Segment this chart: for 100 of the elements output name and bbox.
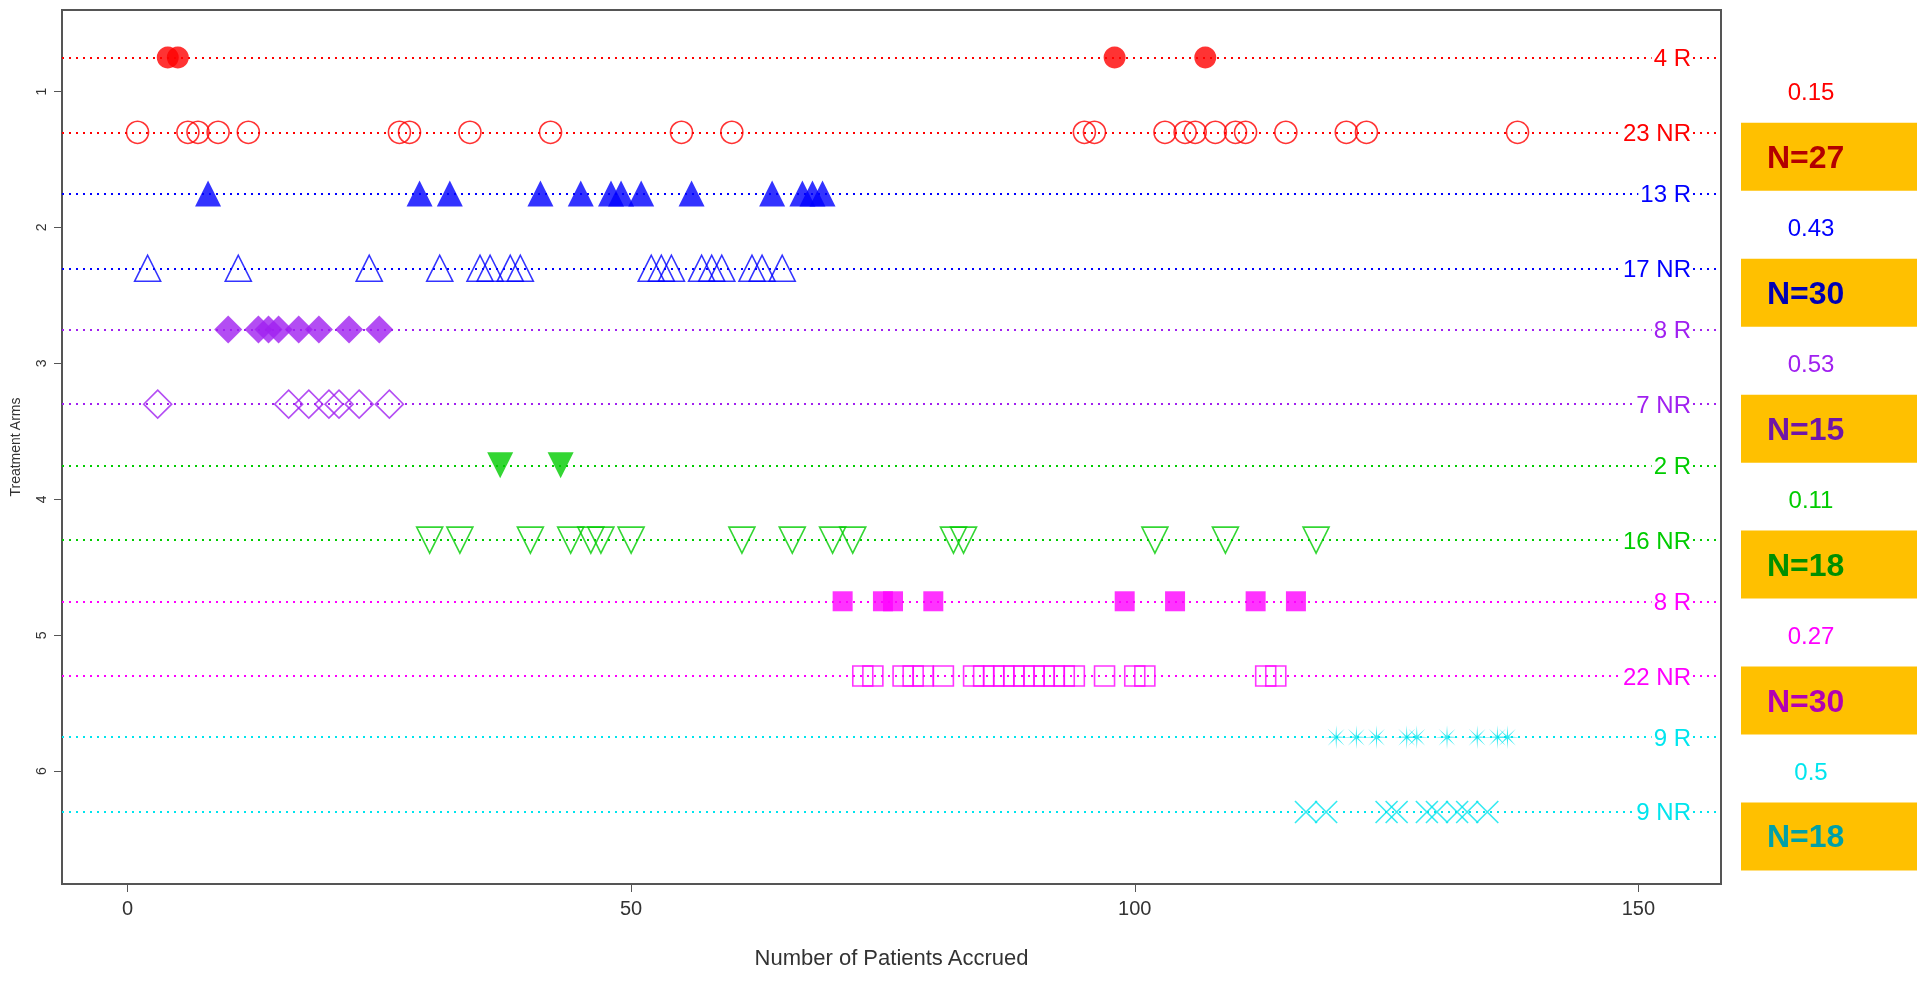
point: [902, 665, 924, 687]
text: 0.15: [1787, 78, 1835, 106]
point: [932, 665, 955, 687]
text: 0.5: [1794, 757, 1828, 785]
x-tick-label: 150: [1621, 897, 1656, 919]
point: [214, 315, 243, 344]
point: [273, 389, 304, 419]
point: [516, 526, 545, 554]
point: [1354, 120, 1379, 145]
point: [293, 389, 324, 419]
text: 4 R: [1653, 44, 1691, 72]
point: [1134, 665, 1156, 687]
point: [809, 180, 836, 207]
text: N=30: [1767, 682, 1845, 719]
point: [1294, 800, 1318, 824]
text: 0.27: [1787, 621, 1835, 649]
y-axis-title: Treatment Arms: [7, 397, 23, 497]
point: [949, 526, 978, 554]
point: [195, 180, 222, 207]
point: [365, 315, 394, 344]
text: 22 NR: [1622, 662, 1691, 690]
point: [678, 180, 705, 207]
point: [125, 120, 150, 145]
text: N=18: [1767, 546, 1845, 583]
point: [425, 254, 454, 283]
point: [304, 315, 333, 344]
point: [1374, 800, 1399, 824]
point: [628, 180, 655, 207]
point: [1072, 120, 1097, 145]
text: N=15: [1767, 410, 1845, 447]
point: [697, 254, 726, 283]
point: [883, 591, 904, 612]
point: [1043, 665, 1065, 687]
point: [748, 254, 776, 283]
point: [1254, 665, 1277, 687]
point: [687, 254, 716, 283]
point: [1141, 526, 1169, 554]
x-tick-label: 0: [121, 897, 134, 919]
y-tick-label: 3: [33, 359, 49, 368]
point: [506, 254, 535, 283]
text: 0.43: [1787, 213, 1835, 241]
point: [1203, 120, 1228, 145]
point: [768, 254, 797, 283]
point: [206, 120, 230, 145]
point: [496, 254, 525, 283]
point: [738, 254, 766, 283]
text: 0.53: [1787, 349, 1835, 377]
point: [707, 254, 736, 283]
point: [1063, 665, 1086, 687]
point: [1285, 591, 1306, 612]
point: [314, 389, 344, 419]
point: [1173, 120, 1197, 145]
point: [1384, 800, 1409, 824]
point: [1302, 526, 1330, 554]
text: 0.11: [1788, 485, 1834, 513]
point: [1505, 120, 1530, 145]
point: [476, 254, 504, 283]
point: [446, 526, 474, 554]
point: [851, 665, 874, 687]
text: N=27: [1767, 138, 1845, 175]
point: [1153, 120, 1177, 145]
point: [1082, 120, 1107, 145]
x-tick-label: 100: [1118, 897, 1152, 919]
point: [176, 120, 200, 145]
point: [1334, 120, 1359, 145]
point: [387, 120, 412, 145]
point: [567, 180, 594, 207]
point: [1425, 800, 1449, 824]
point: [436, 180, 463, 207]
point: [577, 526, 605, 554]
point: [344, 389, 374, 419]
point: [133, 254, 162, 283]
text: 2 R: [1653, 451, 1691, 479]
text: N=30: [1767, 274, 1845, 311]
point: [142, 389, 173, 419]
point: [1103, 46, 1126, 69]
point: [1245, 591, 1266, 612]
point: [1445, 800, 1469, 824]
point: [1183, 120, 1207, 145]
point: [818, 526, 847, 554]
point: [778, 526, 807, 554]
y-tick-label: 6: [33, 767, 49, 776]
point: [374, 389, 405, 419]
y-tick-label: 2: [33, 223, 49, 232]
text: 23 NR: [1622, 118, 1691, 146]
point: [637, 254, 666, 283]
point: [527, 180, 554, 207]
point: [912, 665, 935, 687]
point: [406, 180, 433, 207]
text: 9 R: [1653, 723, 1691, 751]
text: 8 R: [1653, 315, 1691, 343]
point: [415, 526, 444, 554]
point: [186, 120, 210, 145]
y-tick-label: 1: [33, 87, 49, 96]
point: [397, 120, 422, 145]
x-axis-title: Number of Patients Accrued: [754, 944, 1029, 970]
y-tick-label: 5: [33, 631, 49, 640]
point: [556, 526, 585, 554]
point: [1233, 120, 1258, 145]
point: [324, 389, 354, 419]
